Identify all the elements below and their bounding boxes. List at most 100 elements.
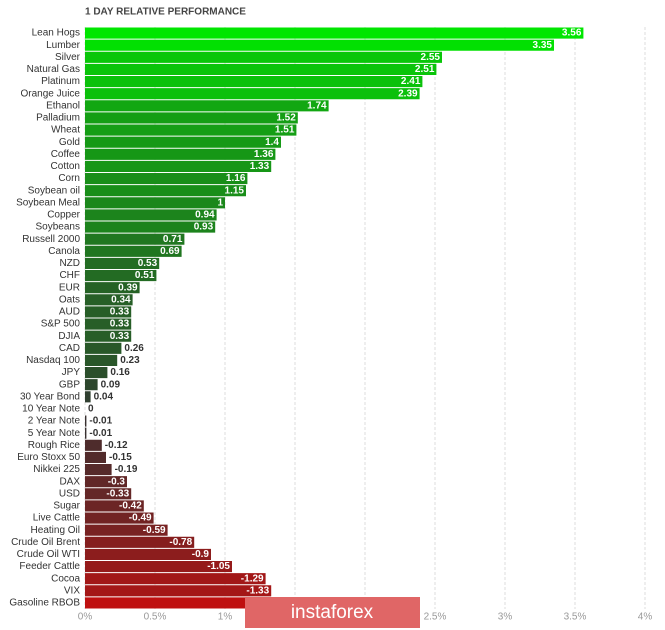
value-label: 0.69: [160, 246, 180, 257]
value-label: -0.78: [169, 537, 192, 548]
value-label: 0.39: [118, 282, 138, 293]
value-label: -0.19: [115, 464, 138, 475]
bar: [85, 257, 160, 269]
bar: [85, 39, 554, 51]
category-label: S&P 500: [41, 319, 81, 330]
bar: [85, 173, 248, 185]
category-label: NZD: [59, 258, 80, 269]
bar: [85, 221, 216, 233]
value-label: -1.05: [207, 561, 230, 572]
value-label: 1.4: [265, 137, 279, 148]
x-tick-label: 3%: [498, 612, 513, 623]
category-label: Coffee: [51, 149, 81, 160]
category-label: Corn: [58, 173, 80, 184]
category-label: JPY: [62, 367, 81, 378]
value-label: 3.56: [562, 28, 582, 39]
category-label: CAD: [59, 343, 80, 354]
value-label: -1.29: [241, 573, 264, 584]
bar: [85, 354, 118, 366]
value-label: -0.42: [119, 501, 142, 512]
category-label: Live Cattle: [33, 513, 81, 524]
category-label: USD: [59, 488, 80, 499]
value-label: 0.26: [124, 343, 144, 354]
x-tick-label: 0%: [78, 612, 93, 623]
bar: [85, 88, 420, 100]
value-label: 0.09: [101, 379, 121, 390]
category-label: Crude Oil WTI: [17, 549, 80, 560]
value-label: -0.01: [89, 428, 112, 439]
value-label: 0: [88, 404, 94, 415]
category-label: 10 Year Note: [22, 404, 80, 415]
bar: [85, 27, 584, 39]
category-label: Ethanol: [46, 100, 80, 111]
x-tick-label: 2.5%: [424, 612, 447, 623]
bar: [85, 100, 329, 112]
bar: [85, 160, 272, 172]
bar: [85, 573, 266, 585]
value-label: 2.39: [398, 88, 418, 99]
bar: [85, 197, 225, 209]
value-label: 1.16: [226, 173, 246, 184]
value-label: -0.49: [129, 513, 152, 524]
category-label: Natural Gas: [27, 64, 80, 75]
value-label: 2.41: [401, 76, 421, 87]
bar: [85, 136, 281, 148]
category-label: EUR: [59, 282, 80, 293]
value-label: 1.52: [276, 113, 296, 124]
bar: [85, 282, 140, 294]
bar: [85, 561, 232, 573]
bar: [85, 524, 168, 536]
category-label: 30 Year Bond: [20, 391, 80, 402]
category-label: Sugar: [53, 501, 80, 512]
category-label: Lean Hogs: [32, 28, 80, 39]
bar: [85, 391, 91, 403]
value-label: 0.33: [110, 307, 130, 318]
value-label: 0.93: [194, 222, 214, 233]
value-label: -0.12: [105, 440, 128, 451]
value-label: -0.3: [108, 476, 126, 487]
category-label: Orange Juice: [21, 88, 81, 99]
value-label: 0.94: [195, 210, 215, 221]
value-label: -0.33: [106, 488, 129, 499]
category-label: Soybeans: [36, 222, 80, 233]
watermark-text: instaforex: [291, 602, 374, 623]
bar: [85, 500, 144, 512]
category-label: DAX: [59, 476, 80, 487]
category-label: Soybean oil: [28, 185, 80, 196]
category-label: Soybean Meal: [16, 197, 80, 208]
bar: [85, 330, 132, 342]
category-label: 2 Year Note: [28, 416, 81, 427]
value-label: 1.15: [225, 185, 245, 196]
category-label: Nikkei 225: [33, 464, 80, 475]
category-label: Russell 2000: [22, 234, 80, 245]
bar: [85, 209, 217, 221]
bar: [85, 427, 87, 439]
bar: [85, 112, 298, 124]
value-label: -0.59: [143, 525, 166, 536]
bar: [85, 63, 437, 75]
value-label: 1.51: [275, 125, 295, 136]
value-label: 1: [217, 197, 223, 208]
category-label: GBP: [59, 379, 80, 390]
value-label: 2.55: [421, 52, 441, 63]
category-label: Cotton: [51, 161, 80, 172]
category-label: 5 Year Note: [28, 428, 81, 439]
category-label: Feeder Cattle: [19, 561, 80, 572]
value-label: -0.15: [109, 452, 132, 463]
bar: [85, 548, 211, 560]
value-label: 0.23: [120, 355, 140, 366]
category-label: Lumber: [46, 40, 81, 51]
value-label: 0.33: [110, 319, 130, 330]
value-label: 1.36: [254, 149, 274, 160]
category-label: Gold: [59, 137, 80, 148]
value-label: 0.34: [111, 294, 131, 305]
x-tick-label: 1%: [218, 612, 233, 623]
bar: [85, 148, 276, 160]
bar: [85, 451, 106, 463]
category-label: Nasdaq 100: [26, 355, 80, 366]
category-label: Oats: [59, 294, 80, 305]
bar: [85, 318, 132, 330]
value-label: 1.33: [250, 161, 270, 172]
bar: [85, 294, 133, 306]
